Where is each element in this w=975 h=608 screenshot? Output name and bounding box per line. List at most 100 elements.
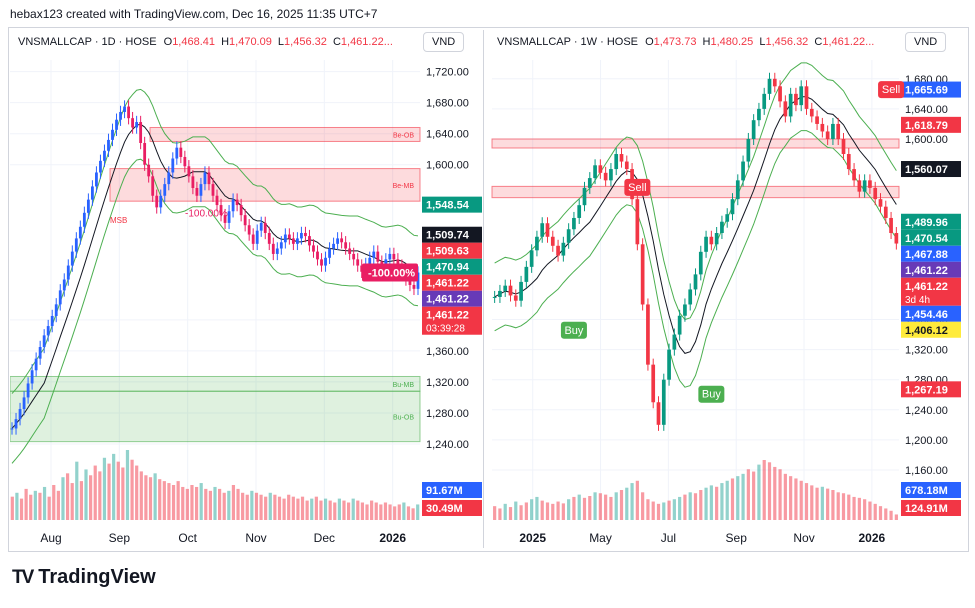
- volume-bar: [15, 492, 19, 520]
- y-tick-label: 1,640.00: [905, 104, 948, 116]
- volume-bar: [282, 498, 286, 520]
- x-tick-label: Dec: [314, 531, 335, 545]
- candle-body: [730, 199, 735, 215]
- x-tick-label: Aug: [40, 531, 61, 545]
- volume-bar: [52, 485, 56, 520]
- volume-bar: [411, 508, 415, 520]
- candle-body: [372, 251, 376, 258]
- candle-body: [227, 211, 231, 223]
- x-tick-label: Sep: [109, 531, 131, 545]
- price-label-bg: [422, 242, 482, 259]
- candle-body: [139, 122, 143, 143]
- candle-body: [396, 259, 400, 266]
- volume-label: 30.49M: [426, 503, 463, 515]
- candle-body: [783, 101, 788, 117]
- y-tick-label: 1,600.00: [426, 160, 469, 172]
- candle-body: [38, 347, 42, 359]
- volume-bar: [121, 467, 125, 520]
- volume-bar: [323, 498, 328, 520]
- candle-body: [155, 195, 159, 208]
- zone-label: Be-OB: [393, 132, 414, 139]
- candle-body: [295, 238, 299, 244]
- candle-body: [267, 232, 271, 244]
- volume-bar: [402, 502, 406, 520]
- candle-body: [195, 187, 199, 196]
- volume-bar: [139, 471, 143, 520]
- right-close-label: C: [814, 36, 823, 48]
- volume-bar: [804, 483, 809, 520]
- candle-body: [619, 154, 624, 162]
- x-tick-label: Sep: [726, 531, 748, 545]
- volume-bar: [593, 492, 597, 520]
- signal-badge-bg: [624, 178, 651, 196]
- candle-body: [661, 379, 666, 425]
- candle-body: [300, 232, 303, 239]
- y-tick-label: 1,680.00: [426, 98, 469, 110]
- volume-bar: [524, 502, 528, 520]
- right-symbol-title[interactable]: VNSMALLCAP · 1W · HOSE: [497, 36, 638, 48]
- bollinger-upper-line: [494, 62, 897, 321]
- candle-body: [340, 238, 344, 243]
- volume-bar: [704, 487, 708, 520]
- volume-bar: [619, 490, 624, 520]
- candle-body: [788, 93, 793, 117]
- volume-bar: [614, 492, 618, 520]
- volume-bar: [135, 465, 139, 520]
- candle-body: [524, 266, 529, 282]
- candle-body: [239, 205, 243, 216]
- candle-body: [187, 166, 191, 177]
- volume-bar: [725, 480, 729, 520]
- candle-body: [99, 160, 102, 173]
- right-currency-button[interactable]: VND: [905, 32, 947, 52]
- y-tick-label: 1,280.00: [426, 408, 469, 420]
- price-label-bg: [901, 381, 961, 398]
- candle-body: [127, 106, 130, 119]
- volume-bar: [746, 469, 750, 520]
- tradingview-logo[interactable]: TV TradingView: [12, 566, 156, 589]
- volume-bar: [231, 485, 236, 520]
- right-chart-panel[interactable]: VNSMALLCAP · 1W · HOSE O1,473.73 H1,480.…: [487, 30, 965, 548]
- candle-body: [344, 242, 348, 249]
- volume-bar: [310, 498, 314, 520]
- y-tick-label: 1,640.00: [426, 129, 469, 141]
- left-symbol-title[interactable]: VNSMALLCAP · 1D · HOSE: [18, 36, 157, 48]
- candle-body: [889, 217, 893, 234]
- candle-body: [746, 138, 751, 162]
- percent-annotation: -100.00%: [185, 209, 228, 220]
- volume-bar: [625, 487, 629, 520]
- right-chart-svg[interactable]: 1,680.001,640.001,600.001,360.001,320.00…: [487, 30, 965, 548]
- left-close-value: 1,461.22...: [340, 36, 393, 48]
- volume-bar: [102, 457, 107, 520]
- candle-body: [10, 428, 14, 430]
- volume-bar: [65, 473, 70, 520]
- volume-bar: [889, 510, 893, 520]
- candle-body: [175, 147, 179, 159]
- candle-body: [86, 199, 90, 213]
- volume-bar: [609, 496, 613, 520]
- candle-body: [714, 233, 719, 245]
- left-chart-svg[interactable]: 1,720.001,680.001,640.001,600.001,400.00…: [10, 30, 483, 548]
- left-chart-panel[interactable]: VNSMALLCAP · 1D · HOSE O1,468.41 H1,470.…: [10, 30, 484, 548]
- candle-body: [42, 335, 46, 348]
- left-high-value: 1,470.09: [229, 36, 272, 48]
- candle-body: [332, 243, 335, 249]
- volume-bar: [162, 481, 166, 520]
- moving-average-line: [494, 96, 897, 354]
- volume-bar: [158, 479, 162, 520]
- left-currency-button[interactable]: VND: [423, 32, 465, 52]
- candle-body: [868, 180, 872, 188]
- price-label: 1,461.22: [905, 281, 948, 293]
- candle-body: [778, 86, 782, 102]
- price-label-countdown: 03:39:28: [426, 324, 465, 335]
- right-legend: VNSMALLCAP · 1W · HOSE O1,473.73 H1,480.…: [497, 36, 874, 48]
- volume-bar: [241, 492, 245, 520]
- candle-body: [279, 242, 283, 249]
- volume-label: 124.91M: [905, 503, 948, 515]
- x-tick-label: May: [589, 531, 612, 545]
- candle-body: [772, 78, 777, 87]
- volume-bar: [730, 478, 735, 520]
- candle-body: [894, 233, 899, 244]
- volume-bar: [116, 461, 120, 520]
- volume-bar: [167, 483, 171, 520]
- candle-body: [614, 154, 619, 170]
